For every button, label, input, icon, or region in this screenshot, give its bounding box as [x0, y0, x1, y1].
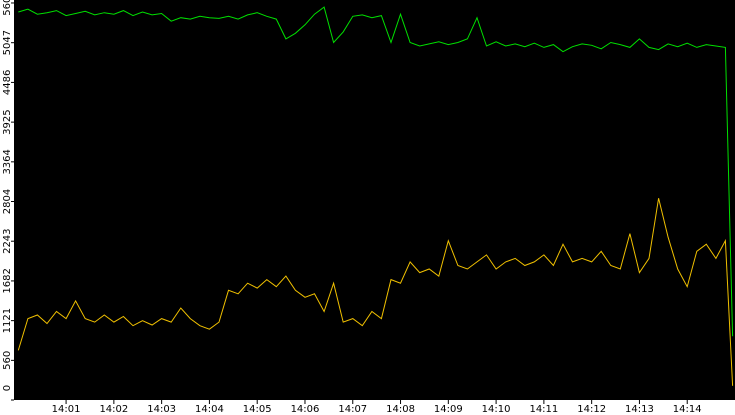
series-line	[17, 198, 734, 386]
x-tick-label: 14:14	[673, 404, 702, 415]
x-tick-label: 14:03	[147, 404, 176, 415]
x-tick-label: 14:02	[99, 404, 128, 415]
y-tick-label: 3364	[2, 149, 13, 174]
y-tick-label: 4486	[2, 70, 13, 95]
y-tick-label: 3925	[2, 109, 13, 134]
plot-area	[14, 0, 735, 400]
y-tick-label: 5047	[2, 30, 13, 55]
x-tick-label: 14:08	[386, 404, 415, 415]
x-tick-label: 14:06	[291, 404, 320, 415]
series-line	[18, 6, 734, 337]
y-tick-label: 5608	[2, 0, 13, 16]
x-tick-label: 14:12	[577, 404, 606, 415]
y-tick-label: 560	[2, 351, 13, 370]
x-tick-label: 14:10	[482, 404, 511, 415]
x-tick-label: 14:09	[434, 404, 463, 415]
x-tick-label: 14:04	[195, 404, 224, 415]
y-tick-label: 1121	[2, 308, 13, 333]
x-tick-label: 14:11	[529, 404, 558, 415]
y-tick-label: 1682	[2, 268, 13, 293]
x-tick-label: 14:01	[52, 404, 81, 415]
y-tick-label: 2243	[2, 228, 13, 253]
y-tick-label: 2804	[2, 189, 13, 214]
x-tick-label: 14:07	[338, 404, 367, 415]
x-tick-label: 14:13	[625, 404, 654, 415]
x-tick-label: 14:05	[243, 404, 272, 415]
y-tick-label: 0	[2, 385, 13, 391]
